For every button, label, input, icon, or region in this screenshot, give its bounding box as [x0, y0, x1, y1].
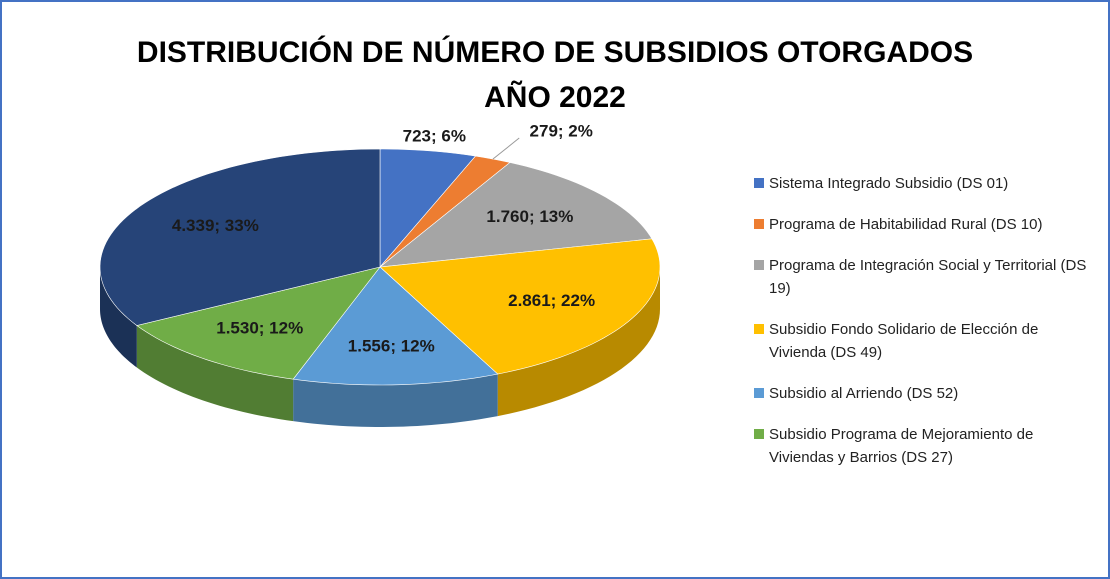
data-label: 1.556; 12% [348, 337, 435, 356]
slice-side [293, 374, 498, 427]
data-label: 723; 6% [403, 126, 466, 145]
legend-label: Programa de Integración Social y Territo… [769, 257, 1087, 297]
legend-item: Sistema Integrado Subsidio (DS 01) [754, 172, 1094, 195]
legend-item: Subsidio Fondo Solidario de Elección de … [754, 318, 1094, 364]
legend-item: Subsidio Programa de Mejoramiento de Viv… [754, 423, 1094, 469]
legend-swatch [754, 178, 764, 188]
data-label: 4.339; 33% [172, 216, 259, 235]
legend-swatch [754, 260, 764, 270]
data-label: 1.760; 13% [486, 207, 573, 226]
chart-title: AÑO 2022 [484, 80, 626, 114]
legend-label: Programa de Habitabilidad Rural (DS 10) [769, 216, 1043, 233]
slice [136, 266, 381, 380]
data-label: 1.530; 12% [216, 319, 303, 338]
legend-label: Subsidio Programa de Mejoramiento de Viv… [769, 426, 1034, 466]
legend-swatch [754, 219, 764, 229]
slice [379, 162, 653, 268]
legend-item: Programa de Integración Social y Territo… [754, 254, 1094, 300]
slice [379, 238, 661, 375]
chart-title: DISTRIBUCIÓN DE NÚMERO DE SUBSIDIOS OTOR… [137, 35, 973, 69]
slice-side [100, 267, 137, 368]
data-label: 2.861; 22% [508, 291, 595, 310]
legend-label: Sistema Integrado Subsidio (DS 01) [769, 175, 1009, 192]
slice [379, 155, 511, 268]
legend-swatch [754, 324, 764, 334]
legend-item: Subsidio al Arriendo (DS 52) [754, 382, 1094, 405]
slice-side [497, 267, 660, 417]
data-label: 279; 2% [530, 122, 593, 141]
legend-swatch [754, 388, 764, 398]
slice [99, 148, 381, 326]
legend-label: Subsidio Fondo Solidario de Elección de … [769, 321, 1039, 361]
legend: Sistema Integrado Subsidio (DS 01) Progra… [754, 172, 1094, 487]
legend-item: Programa de Habitabilidad Rural (DS 10) [754, 213, 1094, 236]
leader-line [492, 137, 520, 160]
legend-label: Subsidio al Arriendo (DS 52) [769, 385, 959, 402]
slice-side [136, 325, 294, 422]
legend-swatch [754, 429, 764, 439]
slice [379, 148, 477, 268]
slice [292, 266, 499, 386]
